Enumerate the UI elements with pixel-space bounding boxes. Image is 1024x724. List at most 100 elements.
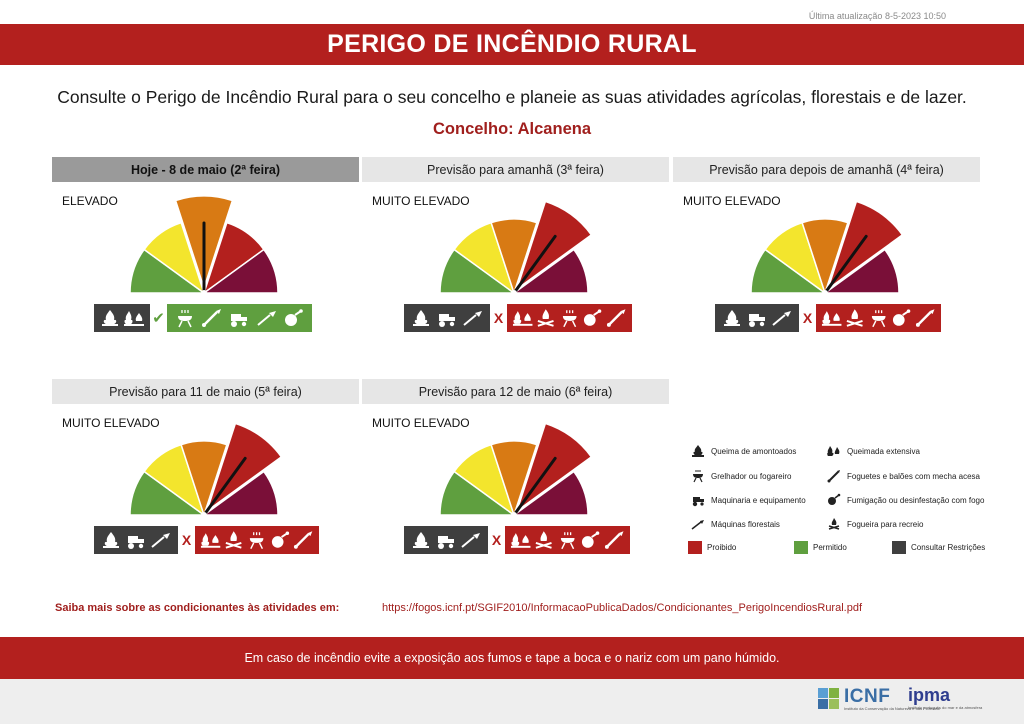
prohibited-activities-box (816, 304, 941, 332)
danger-level: MUITO ELEVADO (372, 416, 470, 430)
legend-label: Grelhador ou fogareiro (711, 471, 792, 481)
legend-label: Maquinaria e equipamento (711, 495, 806, 505)
queimada-extensiva-icon (512, 311, 533, 326)
grelhador-icon (177, 310, 192, 328)
gauge-segment-maximo (201, 470, 279, 516)
icnf-logo: ICNF Instituto da Conservação da Naturez… (818, 686, 940, 712)
panel-heading: Previsão para 11 de maio (5ª feira) (52, 379, 359, 404)
maquinas-florestais-icon (257, 311, 276, 326)
legend-label: Queimada extensiva (847, 446, 920, 456)
danger-gauge (439, 200, 593, 296)
grelhador-icon (562, 310, 577, 328)
danger-level: MUITO ELEVADO (683, 194, 781, 208)
queimada-extensiva-icon (200, 533, 221, 548)
gauge-segment-muito-elevado (515, 422, 593, 513)
prohibited-x-icon: X (493, 310, 504, 326)
foguetes-icon (606, 309, 626, 327)
activity-strip: ✔ (94, 304, 312, 332)
warning-bar: Em caso de incêndio evite a exposição ao… (0, 637, 1024, 679)
panel-heading: Previsão para amanhã (3ª feira) (362, 157, 669, 182)
forecast-panel-day-after: Previsão para depois de amanhã (4ª feira… (673, 157, 980, 357)
queima-amontoados-icon (413, 310, 429, 326)
fogueira-recreio-icon (828, 518, 840, 530)
gauge-needle (202, 456, 247, 517)
prohibited-x-icon: X (491, 532, 502, 548)
queima-amontoados-icon (692, 445, 704, 457)
activity-strip: X (404, 304, 632, 332)
gauge-segment-maximo (511, 470, 589, 516)
more-info-label: Saiba mais sobre as condicionantes às at… (55, 602, 340, 614)
legend-label: Proibido (707, 543, 737, 552)
ipma-logo-text: ipma (908, 685, 951, 705)
logo-strip (0, 679, 1024, 724)
fogueira-recreio-icon (538, 309, 555, 327)
permitted-activities-box (167, 304, 312, 332)
legend-proibido: Proibido (688, 541, 736, 554)
legend-grelhador: Grelhador ou fogareiro (690, 469, 792, 483)
grelhador-icon (693, 470, 703, 483)
legend-label: Permitido (813, 543, 847, 552)
gauge-hub (822, 290, 828, 296)
forecast-panel-11-may: Previsão para 11 de maio (5ª feira) MUIT… (52, 379, 359, 579)
legend-maquinas-florestais: Máquinas florestais (690, 517, 780, 531)
ipma-logo: ipma Instituto português do mar e da atm… (908, 685, 982, 710)
legend-queimada-extensiva: Queimada extensiva (826, 444, 920, 458)
panel-heading: Previsão para depois de amanhã (4ª feira… (673, 157, 980, 182)
maquinaria-icon (231, 314, 248, 327)
proibido-swatch (688, 541, 702, 554)
consult-restrictions-box (94, 526, 178, 554)
queima-amontoados-icon (102, 310, 118, 326)
foguetes-icon (604, 531, 624, 549)
danger-gauge (129, 422, 283, 518)
maquinas-florestais-icon (691, 520, 704, 530)
concelho-label: Concelho: Alcanena (433, 120, 591, 138)
danger-level: MUITO ELEVADO (372, 194, 470, 208)
queima-amontoados-icon (723, 310, 740, 326)
gauge-segment-muito-elevado (515, 200, 593, 291)
gauge-segment-maximo (201, 248, 279, 294)
consultar-swatch (892, 541, 906, 554)
legend-consultar: Consultar Restrições (892, 541, 985, 554)
gauge-segment-muito-elevado (205, 422, 283, 513)
maquinas-florestais-icon (772, 311, 792, 326)
maquinaria-icon (692, 497, 704, 507)
queimada-extensiva-icon (124, 311, 144, 326)
prohibited-x-icon: X (802, 310, 813, 326)
maquinas-florestais-icon (463, 311, 482, 326)
gauge-segment-maximo (822, 248, 900, 294)
prohibited-x-icon: X (181, 532, 192, 548)
queimada-extensiva-icon (510, 533, 531, 548)
danger-gauge (750, 200, 904, 296)
maquinaria-icon (437, 536, 454, 549)
queima-amontoados-icon (412, 532, 429, 548)
more-info-link[interactable]: https://fogos.icnf.pt/SGIF2010/Informaca… (382, 602, 863, 614)
panel-heading: Hoje - 8 de maio (2ª feira) (52, 157, 359, 182)
panel-heading: Previsão para 12 de maio (6ª feira) (362, 379, 669, 404)
maquinaria-icon (439, 314, 455, 327)
legend: Queima de amontoados Queimada extensiva … (686, 442, 1006, 557)
legend-label: Consultar Restrições (911, 543, 986, 552)
gauge-hub (201, 512, 207, 518)
permitido-swatch (794, 541, 808, 554)
legend-label: Fumigação ou desinfestação com fogo (847, 495, 985, 505)
permitted-check-icon: ✔ (152, 310, 165, 327)
gauge-hub (511, 290, 517, 296)
prohibited-activities-box (505, 526, 630, 554)
page-title: PERIGO DE INCÊNDIO RURAL (327, 30, 697, 58)
fumigacao-icon (828, 493, 841, 505)
foguetes-icon (827, 470, 840, 483)
gauge-segment-elevado (490, 218, 538, 296)
gauge-segment-elevado (801, 218, 849, 296)
prohibited-activities-box (507, 304, 632, 332)
forecast-panel-12-may: Previsão para 12 de maio (6ª feira) MUIT… (362, 379, 669, 579)
legend-foguetes: Foguetes e balões com mecha acesa (826, 469, 980, 483)
fumigacao-icon (271, 531, 289, 548)
legend-fumigacao: Fumigação ou desinfestação com fogo (826, 493, 984, 507)
legend-fogueira: Fogueira para recreio (826, 517, 923, 531)
legend-permitido: Permitido (794, 541, 847, 554)
maquinaria-icon (127, 536, 144, 549)
gauge-needle (823, 234, 868, 295)
icnf-logo-text: ICNF (844, 686, 891, 707)
fogueira-recreio-icon (536, 531, 553, 549)
foguetes-icon (915, 309, 935, 327)
